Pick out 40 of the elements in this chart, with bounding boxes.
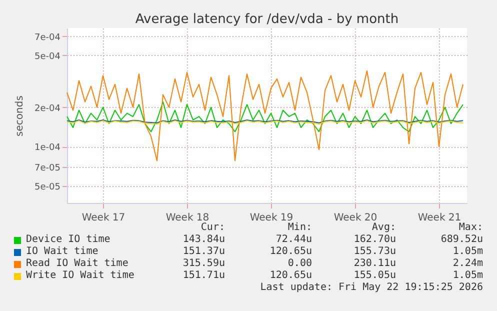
- text: 162.70u: [354, 234, 396, 245]
- text: 155.73u: [354, 246, 396, 257]
- text: 315.59u: [182, 258, 225, 269]
- text: 72.44u: [276, 234, 312, 245]
- text: 151.37u: [182, 246, 225, 257]
- text: Cur:: [200, 222, 225, 233]
- text: 230.11u: [354, 258, 396, 269]
- text: 2.24m: [452, 258, 483, 269]
- y-tick-label: 7e-04: [34, 32, 61, 43]
- y-axis-title: seconds: [14, 96, 26, 136]
- y-tick-label: 5e-05: [34, 182, 60, 192]
- text: 155.05u: [354, 270, 396, 281]
- text: 1.05m: [452, 270, 483, 281]
- y-tick-label: 1e-04: [34, 143, 61, 154]
- text: Avg:: [372, 222, 396, 233]
- x-tick-label: Week 18: [166, 212, 210, 224]
- y-tick-label: 5e-04: [34, 52, 61, 62]
- line-series: [66, 101, 464, 132]
- text: Min:: [288, 222, 312, 233]
- text: Last update: Fri May 22 19:15:25 2026: [260, 282, 483, 293]
- text: 120.65u: [270, 270, 312, 281]
- y-tick-label: 7e-05: [34, 163, 60, 174]
- text: 151.71u: [182, 270, 225, 281]
- x-tick-label: Week 20: [334, 212, 378, 224]
- x-tick-label: Week 19: [250, 212, 294, 224]
- x-tick-label: Week 21: [418, 212, 462, 224]
- text: 0.00: [288, 258, 312, 269]
- text: 143.84u: [182, 234, 225, 245]
- line-series: [66, 70, 464, 162]
- text: 1.05m: [452, 246, 483, 257]
- text: 120.65u: [270, 246, 312, 257]
- text: Max:: [458, 222, 483, 233]
- chart-title: Average latency for /dev/vda - by month: [135, 12, 399, 27]
- legend-label: Read IO Wait time: [26, 258, 128, 269]
- text: 689.52u: [440, 234, 483, 245]
- legend-label: IO Wait time: [26, 246, 98, 257]
- legend-label: Write IO Wait time: [26, 270, 134, 281]
- legend-label: Device IO time: [26, 234, 110, 245]
- y-tick-label: 2e-04: [34, 104, 61, 114]
- x-tick-label: Week 17: [82, 212, 126, 224]
